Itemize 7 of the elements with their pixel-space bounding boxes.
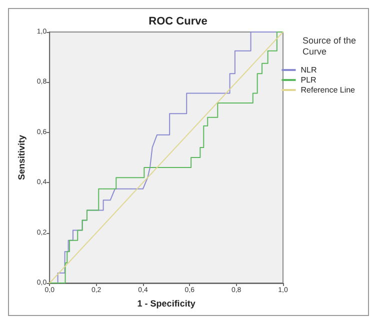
chart-title: ROC Curve bbox=[148, 16, 208, 28]
legend-label: PLR bbox=[300, 76, 317, 84]
legend-title: Source of the Curve bbox=[302, 36, 356, 56]
legend-label: NLR bbox=[300, 66, 317, 74]
y-axis-title: Sensitivity bbox=[16, 134, 26, 180]
legend-label: Reference Line bbox=[300, 86, 356, 94]
x-axis-title: 1 - Specificity bbox=[137, 298, 196, 308]
